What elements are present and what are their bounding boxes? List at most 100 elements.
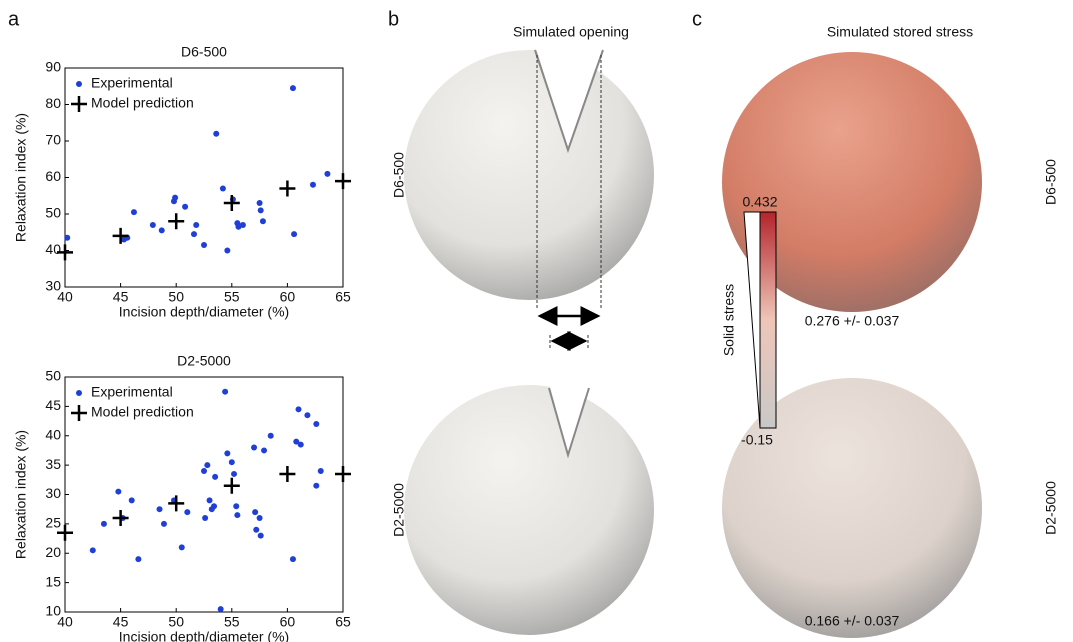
- point: [252, 509, 258, 515]
- point: [202, 515, 208, 521]
- point: [279, 466, 295, 482]
- colorbar-max: 0.432: [742, 194, 777, 210]
- point: [157, 506, 163, 512]
- x-tick-label: 65: [335, 614, 351, 630]
- x-tick-label: 50: [168, 289, 184, 305]
- point: [159, 227, 165, 233]
- y-tick-label: 60: [45, 168, 61, 184]
- point: [224, 478, 240, 494]
- y-tick-label: 50: [45, 368, 61, 384]
- point: [90, 547, 96, 553]
- y-axis-label: Relaxation index (%): [13, 430, 29, 559]
- point: [204, 462, 210, 468]
- point: [179, 544, 185, 550]
- point: [131, 209, 137, 215]
- colorbar: [760, 212, 776, 428]
- legend-marker: [71, 405, 87, 421]
- point: [257, 200, 263, 206]
- point: [229, 459, 235, 465]
- y-tick-label: 10: [45, 603, 61, 619]
- chart: D2-5000 Incision depth/diameter (%) Relaxa…: [13, 353, 351, 642]
- y-tick-label: 20: [45, 544, 61, 560]
- legend-label: Experimental: [91, 75, 173, 91]
- point: [313, 421, 319, 427]
- point: [168, 495, 184, 511]
- y-tick-label: 25: [45, 515, 61, 531]
- point: [310, 182, 316, 188]
- legend-marker: [71, 96, 87, 112]
- y-tick-label: 70: [45, 132, 61, 148]
- point: [101, 521, 107, 527]
- y-tick-label: 30: [45, 278, 61, 294]
- point: [182, 204, 188, 210]
- point: [268, 433, 274, 439]
- point: [257, 515, 263, 521]
- x-tick-label: 55: [224, 614, 240, 630]
- point: [231, 471, 237, 477]
- point: [224, 248, 230, 254]
- y-tick-label: 40: [45, 426, 61, 442]
- point: [335, 466, 351, 482]
- point: [213, 131, 219, 137]
- sphere-label: D6-500: [391, 152, 407, 198]
- y-tick-label: 90: [45, 59, 61, 75]
- point: [193, 222, 199, 228]
- point: [290, 85, 296, 91]
- legend-label: Experimental: [91, 384, 173, 400]
- sphere: [404, 50, 654, 300]
- sphere-label: D6-500: [1043, 159, 1059, 205]
- point: [304, 412, 310, 418]
- point: [279, 180, 295, 196]
- x-tick-label: 50: [168, 614, 184, 630]
- point: [258, 207, 264, 213]
- y-tick-label: 40: [45, 241, 61, 257]
- x-tick-label: 45: [113, 614, 129, 630]
- x-tick-label: 65: [335, 289, 351, 305]
- point: [335, 173, 351, 189]
- point: [201, 242, 207, 248]
- y-tick-label: 80: [45, 95, 61, 111]
- point: [298, 442, 304, 448]
- point: [135, 556, 141, 562]
- chart-title: D2-5000: [177, 353, 231, 369]
- point: [324, 171, 330, 177]
- chart-title: D6-500: [181, 44, 227, 60]
- legend-label: Model prediction: [91, 95, 194, 111]
- point: [290, 556, 296, 562]
- y-tick-label: 50: [45, 205, 61, 221]
- y-tick-label: 15: [45, 573, 61, 589]
- point: [129, 497, 135, 503]
- point: [253, 527, 259, 533]
- panel-label: a: [8, 8, 20, 30]
- point: [251, 445, 257, 451]
- point: [115, 489, 121, 495]
- colorbar-wedge: [744, 212, 760, 428]
- point: [296, 406, 302, 412]
- point: [258, 533, 264, 539]
- point: [260, 218, 266, 224]
- y-axis-label: Relaxation index (%): [13, 113, 29, 242]
- point: [113, 510, 129, 526]
- colorbar-min: -0.15: [741, 432, 773, 448]
- point: [172, 195, 178, 201]
- x-tick-label: 45: [113, 289, 129, 305]
- x-axis-label: Incision depth/diameter (%): [119, 304, 289, 320]
- point: [234, 512, 240, 518]
- legend-marker: [76, 390, 82, 396]
- point: [201, 468, 207, 474]
- point: [224, 195, 240, 211]
- panel-label: c: [692, 8, 702, 30]
- y-tick-label: 35: [45, 456, 61, 472]
- y-tick-label: 30: [45, 485, 61, 501]
- point: [191, 231, 197, 237]
- legend-label: Model prediction: [91, 404, 194, 420]
- colorbar-label: Solid stress: [721, 284, 737, 356]
- point: [168, 213, 184, 229]
- point: [313, 483, 319, 489]
- y-tick-label: 45: [45, 397, 61, 413]
- x-axis-label: Incision depth/diameter (%): [119, 629, 289, 642]
- figure: a b c Simulated opening D6-500 D2-5000 S…: [0, 0, 1073, 642]
- panel-title: Simulated stored stress: [827, 24, 973, 40]
- point: [233, 503, 239, 509]
- legend-marker: [76, 81, 82, 87]
